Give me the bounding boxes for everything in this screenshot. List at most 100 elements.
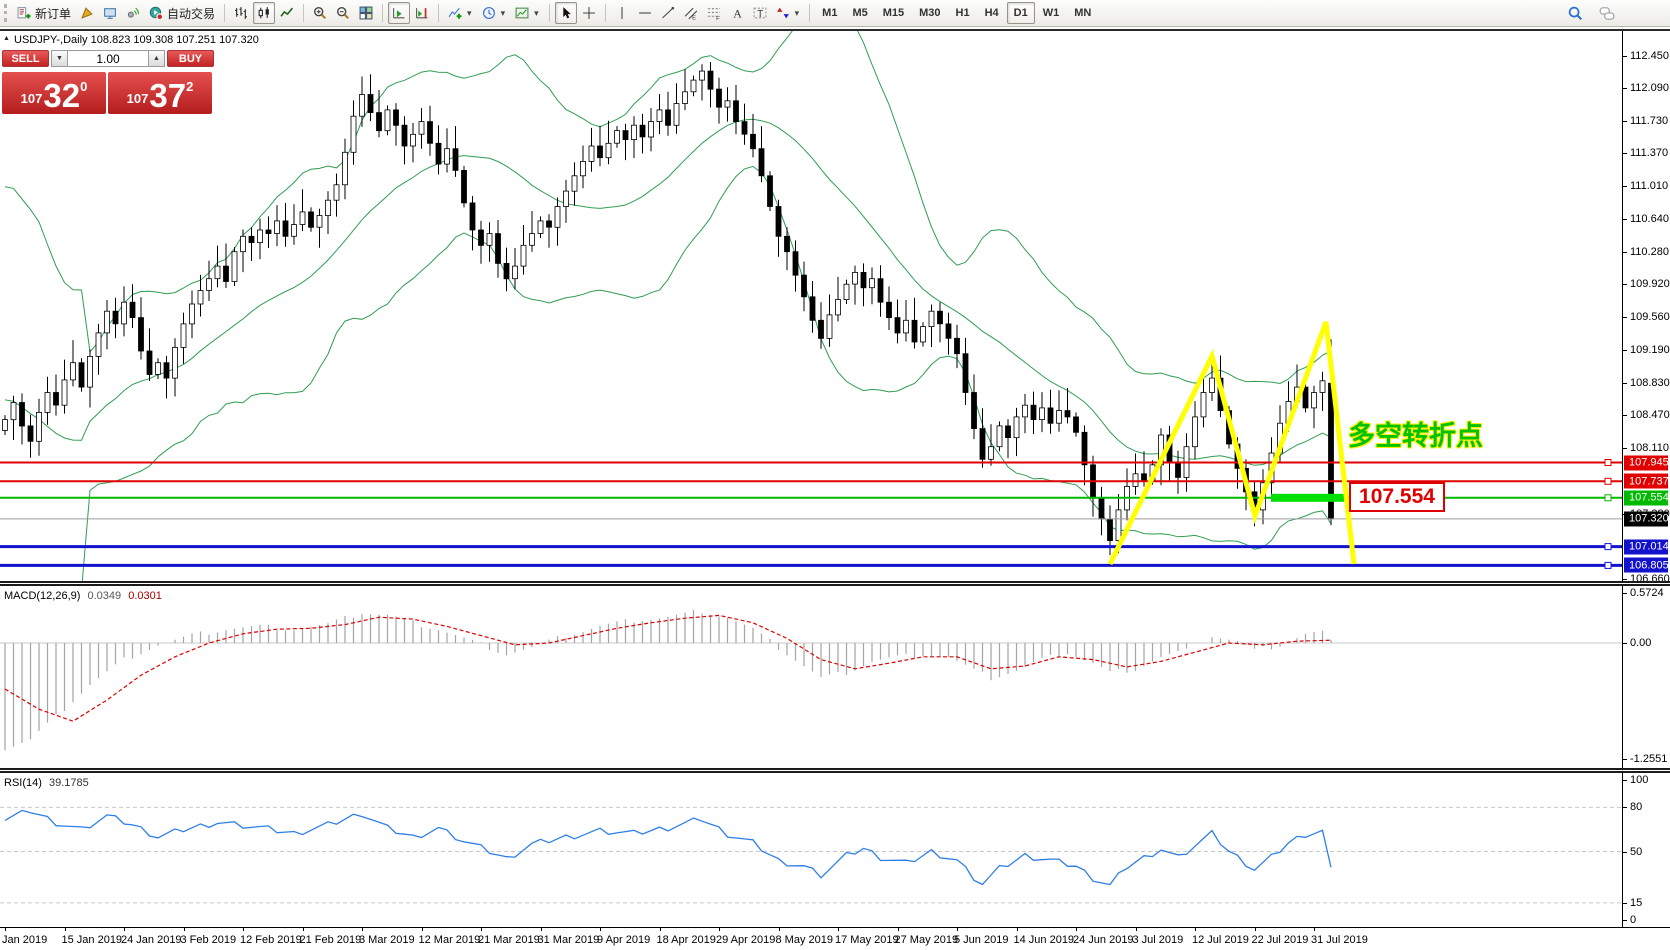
text-icon: A xyxy=(733,6,742,20)
indicators-icon xyxy=(448,7,462,19)
text-label-button[interactable]: T xyxy=(749,2,771,24)
volume-stepper: ▼ 1.00 ▲ xyxy=(51,50,165,67)
chart-shift-icon xyxy=(416,8,428,19)
new-order-icon xyxy=(17,7,31,19)
trendline-button[interactable] xyxy=(657,2,679,24)
macd-signal-value: 0.0301 xyxy=(128,590,162,602)
buy-button[interactable]: BUY xyxy=(167,50,214,67)
volume-field[interactable]: 1.00 xyxy=(68,50,148,67)
chart-candles-button[interactable] xyxy=(253,2,276,24)
timeframe-button-mn[interactable]: MN xyxy=(1067,2,1098,24)
bar-chart-icon xyxy=(235,7,247,19)
timeframe-button-m30[interactable]: M30 xyxy=(912,2,947,24)
dropdown-arrow-icon[interactable]: ▾ xyxy=(467,7,472,18)
price-level-annotation[interactable]: 107.554 xyxy=(1349,482,1445,512)
rsi-label: RSI(14) 39.1785 xyxy=(4,777,89,789)
tile-windows-button[interactable] xyxy=(355,2,377,24)
arrows-icon xyxy=(776,7,789,19)
toolbar-separator xyxy=(382,4,384,22)
sell-button[interactable]: SELL xyxy=(2,50,49,67)
svg-text:T: T xyxy=(757,9,763,20)
main-chart-canvas[interactable] xyxy=(0,31,1622,581)
timeframe-button-d1[interactable]: D1 xyxy=(1006,2,1035,24)
autotrading-label: 自动交易 xyxy=(167,6,216,21)
zoom-in-button[interactable] xyxy=(309,2,331,24)
templates-button[interactable]: ▾ xyxy=(511,2,544,24)
trendline-icon xyxy=(661,6,674,19)
vertical-line-button[interactable] xyxy=(611,2,633,24)
chart-shift-button[interactable] xyxy=(411,2,433,24)
rsi-canvas[interactable] xyxy=(0,773,1622,927)
dropdown-arrow-icon[interactable]: ▾ xyxy=(794,7,800,18)
volume-increase-button[interactable]: ▲ xyxy=(148,50,165,67)
template-icon xyxy=(515,7,529,19)
macd-canvas[interactable] xyxy=(0,586,1622,768)
zoom-out-button[interactable] xyxy=(332,2,354,24)
vertical-line-icon xyxy=(621,7,623,19)
chat-icon[interactable] xyxy=(1599,6,1615,21)
autoscroll-icon xyxy=(393,8,405,19)
signals-button[interactable] xyxy=(122,2,144,24)
timeframe-button-m1[interactable]: M1 xyxy=(815,2,844,24)
fibonacci-button[interactable]: F xyxy=(703,2,725,24)
periods-button[interactable]: ▾ xyxy=(478,2,511,24)
text-button[interactable]: A xyxy=(726,2,748,24)
market-watch-button[interactable] xyxy=(99,2,121,24)
zoom-out-icon xyxy=(337,7,350,20)
toolbar-separator xyxy=(604,4,606,22)
zoom-in-icon xyxy=(314,7,327,20)
sell-price-quote[interactable]: 107 32 0 xyxy=(2,72,106,114)
buy-price-quote[interactable]: 107 37 2 xyxy=(108,72,212,114)
gold-cursor-button[interactable] xyxy=(76,2,98,24)
svg-text:E: E xyxy=(692,15,696,20)
timeframe-button-h1[interactable]: H1 xyxy=(949,2,977,24)
monitor-icon xyxy=(104,8,116,19)
new-order-button[interactable]: 新订单 xyxy=(13,2,75,24)
new-order-label: 新订单 xyxy=(35,6,72,21)
horizontal-line-icon xyxy=(638,12,651,14)
timeframe-button-m15[interactable]: M15 xyxy=(876,2,911,24)
timeframe-button-m5[interactable]: M5 xyxy=(845,2,874,24)
pane-divider[interactable] xyxy=(0,768,1670,773)
turning-point-annotation[interactable]: 多空转折点 xyxy=(1348,421,1483,451)
cursor-button[interactable] xyxy=(554,2,577,24)
toolbar-right xyxy=(1568,6,1667,21)
chart-bars-button[interactable] xyxy=(230,2,252,24)
gold-cursor-icon xyxy=(81,7,93,19)
autotrading-button[interactable]: 自动交易 xyxy=(145,2,219,24)
search-icon[interactable] xyxy=(1568,6,1583,21)
dropdown-arrow-icon[interactable]: ▾ xyxy=(500,7,506,18)
date-axis[interactable]: Jan 2019 15 Jan 2019 24 Jan 2019 3 Feb 2019… xyxy=(0,927,1670,950)
fibonacci-icon: F xyxy=(707,8,720,20)
macd-axis[interactable]: 0.5724 0.00 -1.2551 xyxy=(1622,586,1670,768)
rsi-name: RSI(14) xyxy=(4,777,42,789)
sell-price-pips: 32 xyxy=(43,77,81,114)
pane-divider[interactable] xyxy=(0,581,1670,586)
horizontal-line-button[interactable] xyxy=(634,2,656,24)
autoscroll-button[interactable] xyxy=(388,2,411,24)
timeframe-button-w1[interactable]: W1 xyxy=(1036,2,1067,24)
macd-main-value: 0.0349 xyxy=(87,590,122,602)
svg-text:A: A xyxy=(733,6,742,20)
volume-decrease-button[interactable]: ▼ xyxy=(51,50,68,67)
macd-name: MACD(12,26,9) xyxy=(4,590,81,602)
indicators-button[interactable]: ▾ xyxy=(444,2,477,24)
chart-line-button[interactable] xyxy=(276,2,298,24)
arrows-button[interactable]: ▾ xyxy=(772,2,805,24)
collapse-arrow-icon[interactable]: ▲ xyxy=(3,35,10,42)
broadcast-icon xyxy=(127,7,140,18)
toolbar-grip[interactable] xyxy=(4,4,9,22)
buy-price-pips: 37 xyxy=(149,77,187,114)
line-chart-icon xyxy=(280,7,294,17)
equidistant-channel-button[interactable]: E xyxy=(680,2,702,24)
crosshair-button[interactable] xyxy=(578,2,600,24)
price-axis[interactable]: 112.450 112.090 111.730 111.370 111.010 110.6… xyxy=(1622,31,1670,581)
autotrading-icon xyxy=(149,6,164,20)
toolbar-separator xyxy=(303,4,305,22)
text-label-icon: T xyxy=(753,7,767,20)
dropdown-arrow-icon[interactable]: ▾ xyxy=(534,7,539,18)
main-chart-pane: 112.450 112.090 111.730 111.370 111.010 110.6… xyxy=(0,29,1670,581)
svg-text:F: F xyxy=(716,16,720,20)
rsi-axis[interactable]: 100 80 50 15 0 xyxy=(1622,773,1670,927)
timeframe-button-h4[interactable]: H4 xyxy=(978,2,1006,24)
